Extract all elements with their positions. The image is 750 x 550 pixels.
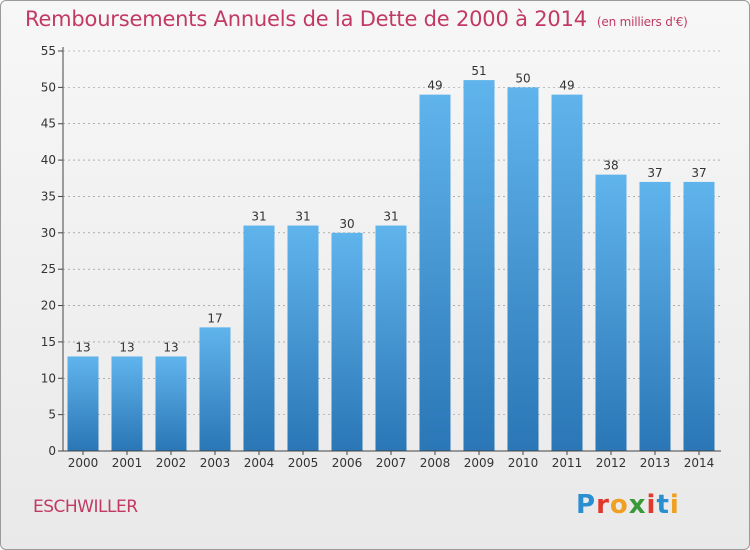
data-label-2009: 51 xyxy=(471,64,486,78)
commune-name: ESCHWILLER xyxy=(33,497,138,517)
bar-2008 xyxy=(419,94,451,452)
y-tick-label: 30 xyxy=(41,226,56,240)
data-label-2001: 13 xyxy=(119,340,134,354)
x-tick-label-2001: 2001 xyxy=(112,456,143,470)
data-labels: 13 13 13 17 31 31 30 31 49 51 50 49 38 37 37 xyxy=(75,64,706,354)
bar-2000 xyxy=(67,356,99,451)
logo-letter: i xyxy=(646,490,657,520)
bar-2007 xyxy=(375,225,407,451)
bar-2002 xyxy=(155,356,187,451)
y-tick-label: 50 xyxy=(41,80,56,94)
x-tick-label-2013: 2013 xyxy=(640,456,671,470)
bar-2010 xyxy=(507,87,539,451)
y-tick-label: 25 xyxy=(41,262,56,276)
data-label-2008: 49 xyxy=(427,79,442,93)
x-tick-label-2004: 2004 xyxy=(244,456,275,470)
data-label-2004: 31 xyxy=(251,210,266,224)
logo-letter: i xyxy=(669,490,680,520)
x-tick-label-2010: 2010 xyxy=(508,456,539,470)
y-tick-label: 55 xyxy=(41,44,56,58)
data-label-2014: 37 xyxy=(691,166,706,180)
y-tick-label: 5 xyxy=(48,408,56,422)
logo-letter: P xyxy=(576,490,597,520)
data-label-2003: 17 xyxy=(207,311,222,325)
x-tick-label-2000: 2000 xyxy=(68,456,99,470)
y-tick-label: 40 xyxy=(41,153,56,167)
x-tick-label-2014: 2014 xyxy=(684,456,715,470)
logo-letter: t xyxy=(656,490,670,520)
bar-2014 xyxy=(683,181,715,451)
data-label-2011: 49 xyxy=(559,79,574,93)
y-tick-label: 45 xyxy=(41,117,56,131)
bar-2003 xyxy=(199,327,231,451)
data-label-2005: 31 xyxy=(295,210,310,224)
bar-2012 xyxy=(595,174,627,452)
x-tick-label-2007: 2007 xyxy=(376,456,407,470)
y-tick-label: 0 xyxy=(48,444,56,458)
x-tick-label-2012: 2012 xyxy=(596,456,627,470)
chart-title: Remboursements Annuels de la Dette de 20… xyxy=(25,7,688,31)
x-axis: 2000 2001 2002 2003 2004 2005 2006 2007 2008 2009… xyxy=(63,450,721,470)
y-axis: 0 5 10 15 20 25 30 35 40 45 50 55 xyxy=(41,44,721,458)
bar-2013 xyxy=(639,181,671,451)
x-tick-label-2003: 2003 xyxy=(200,456,231,470)
logo-letter: r xyxy=(596,490,610,520)
logo-letter: o xyxy=(609,490,629,520)
data-label-2000: 13 xyxy=(75,340,90,354)
proxiti-logo: Proxiti xyxy=(576,490,680,520)
data-label-2007: 31 xyxy=(383,210,398,224)
bar-2001 xyxy=(111,356,143,451)
y-tick-label: 15 xyxy=(41,335,56,349)
y-tick-label: 35 xyxy=(41,189,56,203)
x-tick-label-2005: 2005 xyxy=(288,456,319,470)
bar-2006 xyxy=(331,232,363,451)
data-label-2006: 30 xyxy=(339,217,354,231)
x-tick-label-2009: 2009 xyxy=(464,456,495,470)
bar-2004 xyxy=(243,225,275,451)
x-tick-label-2008: 2008 xyxy=(420,456,451,470)
chart-unit: (en milliers d'€) xyxy=(596,15,688,29)
y-tick-label: 20 xyxy=(41,299,56,313)
chart-title-text: Remboursements Annuels de la Dette de 20… xyxy=(25,7,587,31)
bars xyxy=(67,80,715,452)
bar-2011 xyxy=(551,94,583,452)
x-tick-label-2006: 2006 xyxy=(332,456,363,470)
x-tick-label-2011: 2011 xyxy=(552,456,583,470)
x-tick-label-2002: 2002 xyxy=(156,456,187,470)
data-label-2010: 50 xyxy=(515,71,530,85)
logo-letter: x xyxy=(628,490,647,520)
bar-2009 xyxy=(463,80,495,451)
data-label-2013: 37 xyxy=(647,166,662,180)
data-label-2012: 38 xyxy=(603,159,618,173)
data-label-2002: 13 xyxy=(163,340,178,354)
y-tick-label: 10 xyxy=(41,371,56,385)
bar-2005 xyxy=(287,225,319,451)
